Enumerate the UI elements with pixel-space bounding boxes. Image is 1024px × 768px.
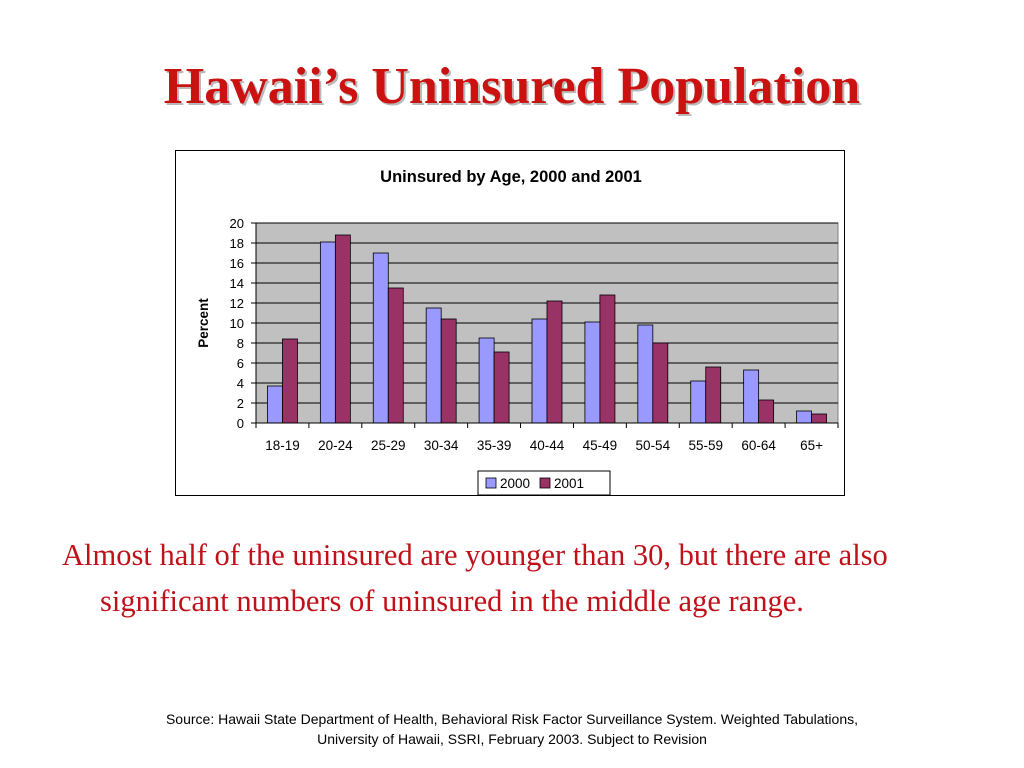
y-tick-label: 16: [230, 256, 244, 271]
bar-2000: [584, 321, 601, 424]
body-text: Almost half of the uninsured are younger…: [62, 538, 888, 618]
bar-2000: [690, 380, 707, 424]
bar-2001: [334, 234, 351, 424]
bar-2001: [440, 318, 457, 424]
bar-2001: [811, 413, 827, 424]
x-tick-label: 18-19: [265, 438, 300, 453]
bar-2000: [637, 324, 654, 424]
x-tick-label: 30-34: [424, 438, 459, 453]
y-tick-label: 4: [237, 376, 244, 391]
y-tick-label: 12: [230, 296, 244, 311]
bar-2001: [493, 351, 510, 424]
y-tick-label: 0: [237, 416, 244, 431]
x-tick-label: 20-24: [318, 438, 353, 453]
y-tick-label: 20: [230, 216, 244, 231]
y-tick-label: 10: [230, 316, 244, 331]
legend-swatch-2001: [539, 477, 551, 489]
bar-2000: [267, 385, 283, 424]
source-line-2: University of Hawaii, SSRI, February 200…: [317, 731, 707, 748]
bar-2000: [319, 241, 336, 424]
source-line-1: Source: Hawaii State Department of Healt…: [165, 711, 859, 727]
chart-frame: Uninsured by Age, 2000 and 2001 0 2 4 6 8 10 1…: [175, 150, 845, 496]
bar-chart: 0 2 4 6 8 10 12 14 16 18 20 18-19 20-24 25-29 30-34 35-…: [196, 216, 839, 496]
bar-2000: [425, 307, 442, 424]
bar-2000: [796, 410, 812, 424]
x-tick-label: 55-59: [688, 438, 723, 453]
bar-2001: [282, 338, 298, 424]
bar-2000: [372, 252, 389, 424]
y-tick-label: 14: [230, 276, 244, 291]
y-tick-label: 8: [237, 336, 244, 351]
x-tick-label: 60-64: [741, 438, 776, 453]
legend-swatch-2000: [485, 477, 497, 489]
x-tick-label: 45-49: [583, 438, 618, 453]
slide-title: Hawaii’s Uninsured Population: [163, 58, 861, 115]
bar-2001: [546, 300, 563, 424]
x-tick-label: 35-39: [477, 438, 512, 453]
chart-title: Uninsured by Age, 2000 and 2001: [380, 168, 642, 186]
bar-2000: [743, 369, 760, 424]
legend-label-2001: 2001: [554, 476, 584, 491]
y-axis-label: Percent: [196, 298, 211, 348]
bar-2001: [387, 287, 404, 424]
y-tick-label: 6: [237, 356, 244, 371]
y-tick-label: 2: [237, 396, 244, 411]
legend-box: [477, 470, 611, 496]
source-citation: Source: Hawaii State Department of Healt…: [80, 709, 944, 750]
bar-2000: [531, 318, 548, 424]
bar-2001: [758, 399, 775, 424]
x-tick-label: 40-44: [530, 438, 565, 453]
bar-2001: [599, 294, 616, 424]
bar-2001: [652, 342, 669, 424]
x-tick-label: 50-54: [636, 438, 671, 453]
bar-2001: [705, 366, 722, 424]
x-tick-label: 25-29: [371, 438, 406, 453]
legend-label-2000: 2000: [500, 476, 530, 491]
bar-2000: [478, 337, 495, 424]
x-tick-label: 65+: [800, 438, 823, 453]
y-tick-label: 18: [230, 236, 244, 251]
